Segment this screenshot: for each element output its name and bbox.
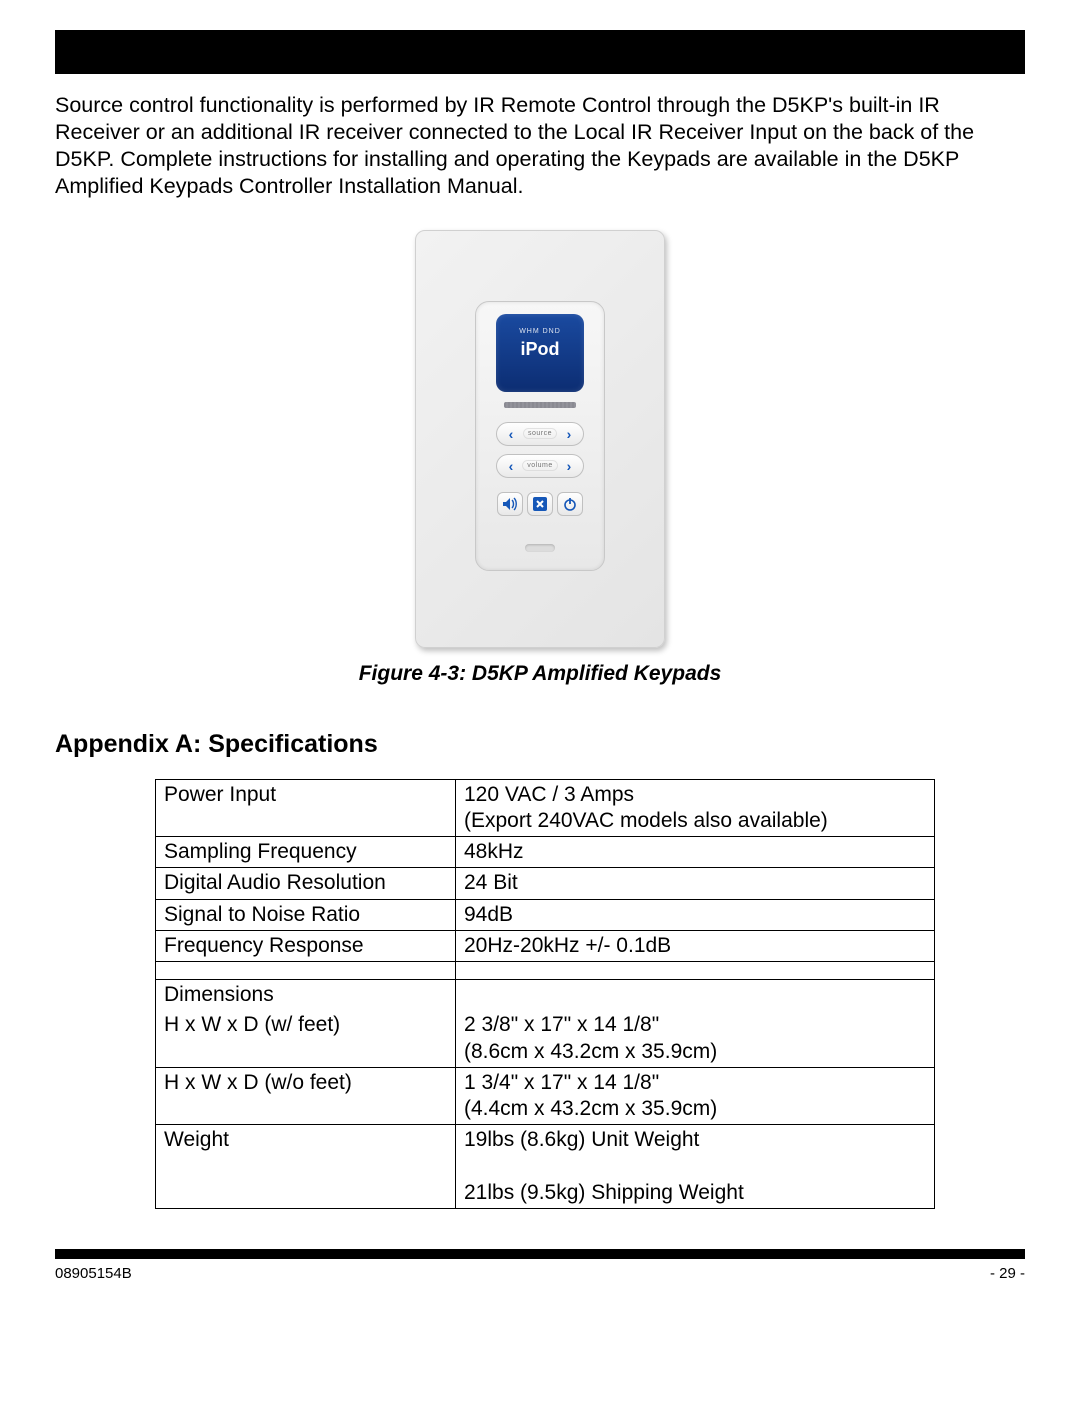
table-row: H x W x D (w/ feet)2 3/8" x 17" x 14 1/8… [156, 1010, 935, 1067]
footer-bar [55, 1249, 1025, 1259]
spec-label: Power Input [156, 779, 456, 837]
table-row: Power Input120 VAC / 3 Amps(Export 240VA… [156, 779, 935, 837]
dimensions-header: Dimensions [156, 980, 456, 1011]
action-row [497, 492, 583, 516]
spec-value: 20Hz-20kHz +/- 0.1dB [456, 930, 935, 961]
table-row: H x W x D (w/o feet)1 3/4" x 17" x 14 1/… [156, 1067, 935, 1125]
table-row: Dimensions [156, 980, 935, 1011]
spec-value: 94dB [456, 899, 935, 930]
appendix-heading: Appendix A: Specifications [55, 730, 1025, 759]
keypad-lcd: WHM DND iPod [496, 314, 584, 392]
figure-wrap: WHM DND iPod ‹ source › ‹ [55, 230, 1025, 686]
header-bar [55, 30, 1025, 74]
x-icon[interactable] [527, 492, 553, 516]
doc-id: 08905154B [55, 1265, 132, 1282]
spec-label: H x W x D (w/o feet) [156, 1067, 456, 1125]
chevron-left-icon[interactable]: ‹ [501, 426, 521, 442]
spec-label: Frequency Response [156, 930, 456, 961]
mute-icon[interactable] [497, 492, 523, 516]
keypad-panel: WHM DND iPod ‹ source › ‹ [475, 301, 605, 571]
table-row: Signal to Noise Ratio94dB [156, 899, 935, 930]
page-number: - 29 - [990, 1265, 1025, 1282]
intro-paragraph: Source control functionality is performe… [55, 92, 1025, 200]
lcd-top-line: WHM DND [496, 328, 584, 335]
footer: 08905154B - 29 - [55, 1265, 1025, 1302]
table-row: Frequency Response20Hz-20kHz +/- 0.1dB [156, 930, 935, 961]
chevron-right-icon[interactable]: › [559, 426, 579, 442]
spec-value: 24 Bit [456, 868, 935, 899]
source-row: ‹ source › [496, 422, 584, 446]
chevron-left-icon[interactable]: ‹ [501, 458, 521, 474]
volume-row: ‹ volume › [496, 454, 584, 478]
spec-label: H x W x D (w/ feet) [156, 1010, 456, 1067]
spec-value: 120 VAC / 3 Amps(Export 240VAC models al… [456, 779, 935, 837]
spec-value: 2 3/8" x 17" x 14 1/8"(8.6cm x 43.2cm x … [456, 1010, 935, 1067]
spec-label: Weight [156, 1125, 456, 1209]
spec-value [456, 980, 935, 1011]
panel-dimple [525, 544, 555, 552]
keypad-faceplate: WHM DND iPod ‹ source › ‹ [415, 230, 665, 648]
content-area: Source control functionality is performe… [55, 92, 1025, 1209]
page: Source control functionality is performe… [0, 30, 1080, 1427]
spec-value: 1 3/4" x 17" x 14 1/8"(4.4cm x 43.2cm x … [456, 1067, 935, 1125]
spec-label: Signal to Noise Ratio [156, 899, 456, 930]
volume-label: volume [522, 460, 558, 471]
spec-value: 19lbs (8.6kg) Unit Weight21lbs (9.5kg) S… [456, 1125, 935, 1209]
volume-pill[interactable]: ‹ volume › [496, 454, 584, 478]
lcd-main-line: iPod [496, 339, 584, 360]
figure-caption: Figure 4-3: D5KP Amplified Keypads [55, 662, 1025, 686]
table-row: Weight19lbs (8.6kg) Unit Weight21lbs (9.… [156, 1125, 935, 1209]
power-icon[interactable] [557, 492, 583, 516]
table-row: Sampling Frequency48kHz [156, 837, 935, 868]
source-pill[interactable]: ‹ source › [496, 422, 584, 446]
spec-label: Sampling Frequency [156, 837, 456, 868]
chevron-right-icon[interactable]: › [559, 458, 579, 474]
table-row: Digital Audio Resolution24 Bit [156, 868, 935, 899]
source-label: source [523, 428, 557, 439]
spec-label: Digital Audio Resolution [156, 868, 456, 899]
spec-table: Power Input120 VAC / 3 Amps(Export 240VA… [155, 779, 935, 1210]
spec-value: 48kHz [456, 837, 935, 868]
ir-window [504, 402, 576, 408]
